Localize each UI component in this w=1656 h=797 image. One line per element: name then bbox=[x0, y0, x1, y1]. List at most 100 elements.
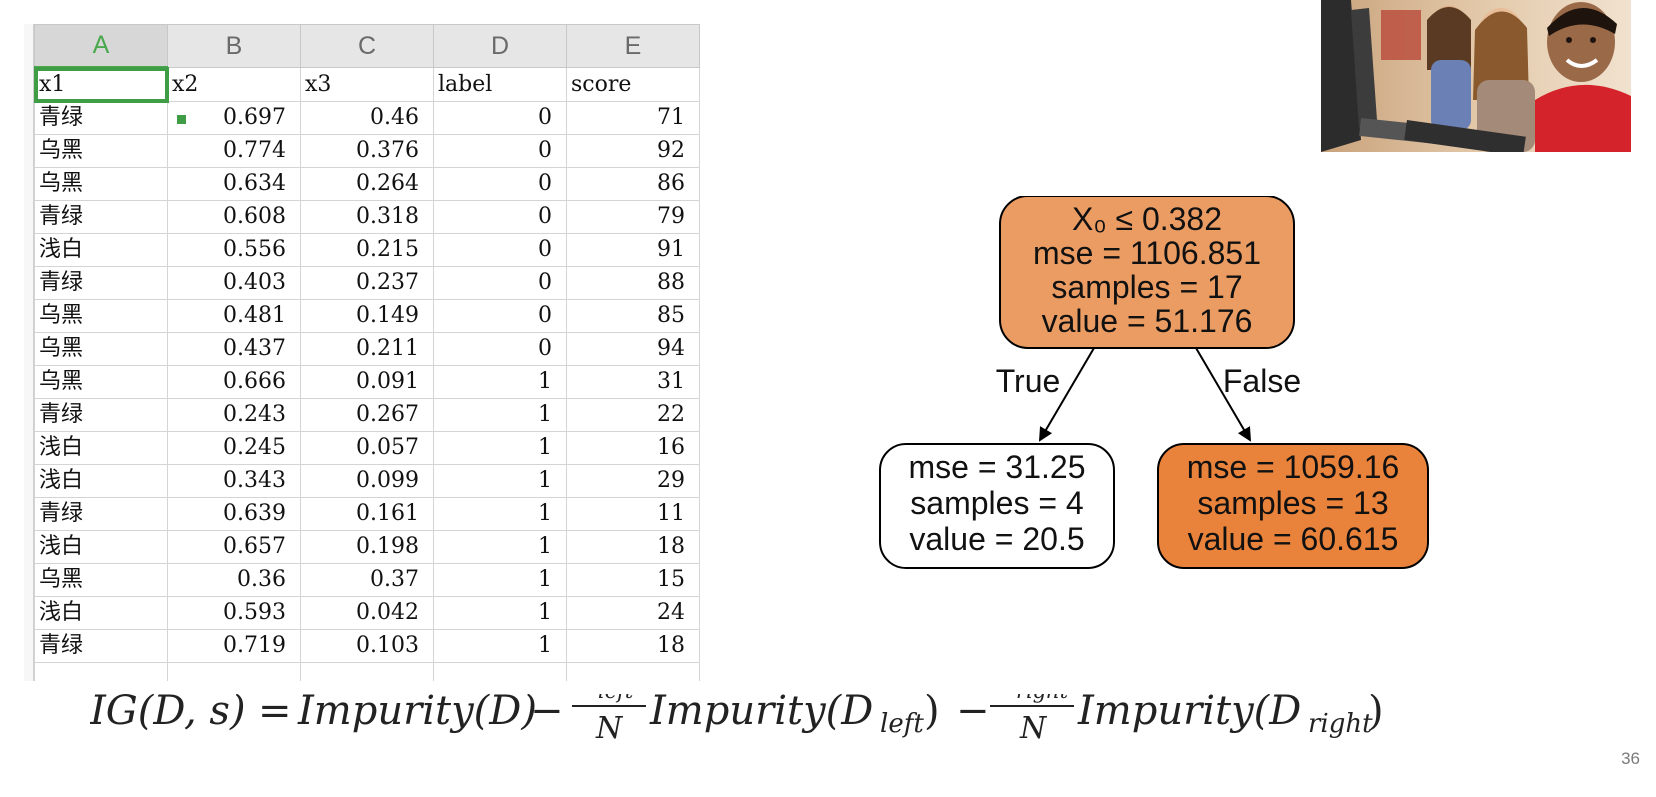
cell-b1[interactable]: x2 bbox=[167, 67, 301, 102]
cell-e4[interactable]: 86 bbox=[566, 167, 700, 201]
cell-e1[interactable]: score bbox=[566, 67, 700, 102]
cell-e7[interactable]: 88 bbox=[566, 266, 700, 300]
cell-c16[interactable]: 0.37 bbox=[300, 563, 434, 597]
cell-d16[interactable]: 1 bbox=[433, 563, 567, 597]
cell-a11[interactable]: 青绿 bbox=[34, 398, 168, 432]
empty-cell[interactable] bbox=[34, 662, 168, 681]
cell-c15[interactable]: 0.198 bbox=[300, 530, 434, 564]
cell-a10[interactable]: 乌黑 bbox=[34, 365, 168, 399]
cell-a6[interactable]: 浅白 bbox=[34, 233, 168, 267]
cell-e10[interactable]: 31 bbox=[566, 365, 700, 399]
cell-c7[interactable]: 0.237 bbox=[300, 266, 434, 300]
cell-d9[interactable]: 0 bbox=[433, 332, 567, 366]
cell-c11[interactable]: 0.267 bbox=[300, 398, 434, 432]
cell-a3[interactable]: 乌黑 bbox=[34, 134, 168, 168]
cell-a8[interactable]: 乌黑 bbox=[34, 299, 168, 333]
cell-a16[interactable]: 乌黑 bbox=[34, 563, 168, 597]
cell-c3[interactable]: 0.376 bbox=[300, 134, 434, 168]
cell-e13[interactable]: 29 bbox=[566, 464, 700, 498]
cell-c13[interactable]: 0.099 bbox=[300, 464, 434, 498]
cell-a9[interactable]: 乌黑 bbox=[34, 332, 168, 366]
cell-a12[interactable]: 浅白 bbox=[34, 431, 168, 465]
cell-c12[interactable]: 0.057 bbox=[300, 431, 434, 465]
cell-b16[interactable]: 0.36 bbox=[167, 563, 301, 597]
cell-a17[interactable]: 浅白 bbox=[34, 596, 168, 630]
empty-cell[interactable] bbox=[566, 662, 700, 681]
cell-b18[interactable]: 0.719 bbox=[167, 629, 301, 663]
cell-d3[interactable]: 0 bbox=[433, 134, 567, 168]
cell-e9[interactable]: 94 bbox=[566, 332, 700, 366]
cell-e5[interactable]: 79 bbox=[566, 200, 700, 234]
cell-d4[interactable]: 0 bbox=[433, 167, 567, 201]
cell-a1[interactable]: x1 bbox=[33, 66, 169, 103]
cell-c9[interactable]: 0.211 bbox=[300, 332, 434, 366]
cell-b9[interactable]: 0.437 bbox=[167, 332, 301, 366]
cell-d8[interactable]: 0 bbox=[433, 299, 567, 333]
cell-c5[interactable]: 0.318 bbox=[300, 200, 434, 234]
cell-a13[interactable]: 浅白 bbox=[34, 464, 168, 498]
cell-c17[interactable]: 0.042 bbox=[300, 596, 434, 630]
cell-d12[interactable]: 1 bbox=[433, 431, 567, 465]
cell-d17[interactable]: 1 bbox=[433, 596, 567, 630]
column-header-c[interactable]: C bbox=[300, 24, 434, 68]
column-header-d[interactable]: D bbox=[433, 24, 567, 68]
cell-c2[interactable]: 0.46 bbox=[300, 101, 434, 135]
cell-e3[interactable]: 92 bbox=[566, 134, 700, 168]
empty-cell[interactable] bbox=[300, 662, 434, 681]
cell-d18[interactable]: 1 bbox=[433, 629, 567, 663]
cell-a18[interactable]: 青绿 bbox=[34, 629, 168, 663]
cell-b14[interactable]: 0.639 bbox=[167, 497, 301, 531]
cell-e11[interactable]: 22 bbox=[566, 398, 700, 432]
cell-c4[interactable]: 0.264 bbox=[300, 167, 434, 201]
column-header-e[interactable]: E bbox=[566, 24, 700, 68]
cell-d14[interactable]: 1 bbox=[433, 497, 567, 531]
empty-cell[interactable] bbox=[167, 662, 301, 681]
cell-b3[interactable]: 0.774 bbox=[167, 134, 301, 168]
cell-a15[interactable]: 浅白 bbox=[34, 530, 168, 564]
cell-b10[interactable]: 0.666 bbox=[167, 365, 301, 399]
cell-e16[interactable]: 15 bbox=[566, 563, 700, 597]
cell-b13[interactable]: 0.343 bbox=[167, 464, 301, 498]
cell-b7[interactable]: 0.403 bbox=[167, 266, 301, 300]
cell-b6[interactable]: 0.556 bbox=[167, 233, 301, 267]
cell-e8[interactable]: 85 bbox=[566, 299, 700, 333]
selection-fill-handle[interactable] bbox=[176, 114, 187, 125]
empty-cell[interactable] bbox=[433, 662, 567, 681]
cell-e14[interactable]: 11 bbox=[566, 497, 700, 531]
cell-e12[interactable]: 16 bbox=[566, 431, 700, 465]
cell-d11[interactable]: 1 bbox=[433, 398, 567, 432]
cell-a14[interactable]: 青绿 bbox=[34, 497, 168, 531]
column-header-b[interactable]: B bbox=[167, 24, 301, 68]
cell-b4[interactable]: 0.634 bbox=[167, 167, 301, 201]
cell-c1[interactable]: x3 bbox=[300, 67, 434, 102]
cell-c6[interactable]: 0.215 bbox=[300, 233, 434, 267]
cell-c14[interactable]: 0.161 bbox=[300, 497, 434, 531]
cell-d6[interactable]: 0 bbox=[433, 233, 567, 267]
cell-b17[interactable]: 0.593 bbox=[167, 596, 301, 630]
cell-e18[interactable]: 18 bbox=[566, 629, 700, 663]
cell-a7[interactable]: 青绿 bbox=[34, 266, 168, 300]
cell-c10[interactable]: 0.091 bbox=[300, 365, 434, 399]
cell-c8[interactable]: 0.149 bbox=[300, 299, 434, 333]
cell-e15[interactable]: 18 bbox=[566, 530, 700, 564]
cell-d7[interactable]: 0 bbox=[433, 266, 567, 300]
cell-b5[interactable]: 0.608 bbox=[167, 200, 301, 234]
cell-d10[interactable]: 1 bbox=[433, 365, 567, 399]
cell-b8[interactable]: 0.481 bbox=[167, 299, 301, 333]
cell-b11[interactable]: 0.243 bbox=[167, 398, 301, 432]
cell-d13[interactable]: 1 bbox=[433, 464, 567, 498]
cell-d15[interactable]: 1 bbox=[433, 530, 567, 564]
cell-e17[interactable]: 24 bbox=[566, 596, 700, 630]
cell-e6[interactable]: 91 bbox=[566, 233, 700, 267]
cell-b15[interactable]: 0.657 bbox=[167, 530, 301, 564]
cell-a2[interactable]: 青绿 bbox=[34, 101, 168, 135]
cell-c18[interactable]: 0.103 bbox=[300, 629, 434, 663]
column-header-a[interactable]: A bbox=[34, 24, 168, 69]
cell-a5[interactable]: 青绿 bbox=[34, 200, 168, 234]
cell-e2[interactable]: 71 bbox=[566, 101, 700, 135]
cell-b2[interactable]: 0.697 bbox=[167, 101, 301, 135]
cell-d5[interactable]: 0 bbox=[433, 200, 567, 234]
cell-d1[interactable]: label bbox=[433, 67, 567, 102]
cell-d2[interactable]: 0 bbox=[433, 101, 567, 135]
cell-b12[interactable]: 0.245 bbox=[167, 431, 301, 465]
